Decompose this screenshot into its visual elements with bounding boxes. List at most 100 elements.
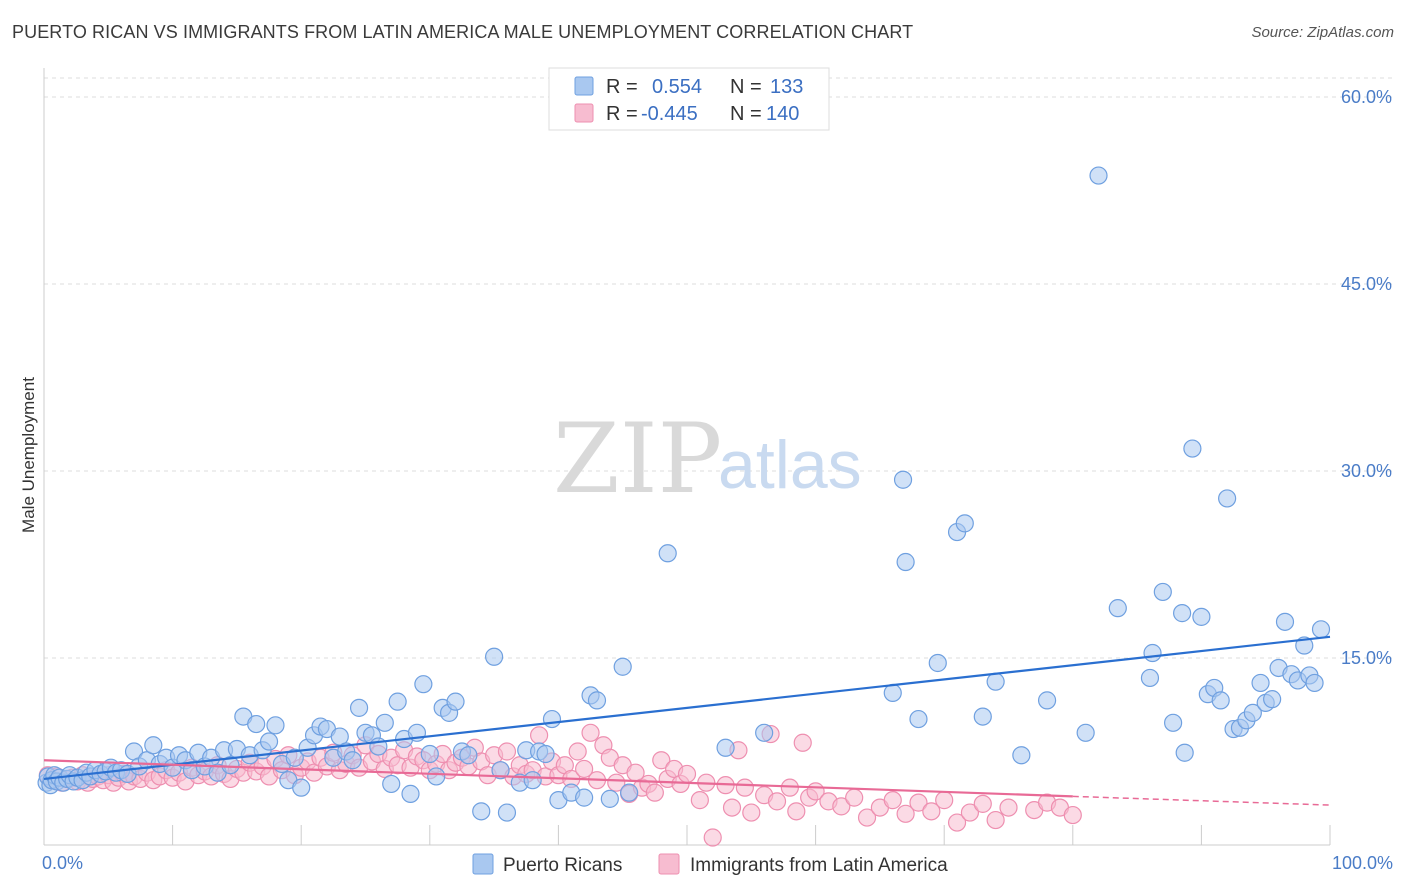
series-immigrants-points	[38, 723, 1082, 847]
legend-r-label: R =	[606, 103, 638, 125]
trend-lines	[43, 635, 1331, 806]
data-point-puerto-ricans	[542, 709, 562, 729]
data-point-puerto-ricans	[1108, 599, 1127, 618]
data-point-puerto-ricans	[259, 732, 279, 751]
x-tick-labels: 0.0% 100.0%	[42, 853, 1393, 873]
data-point-puerto-ricans	[1089, 166, 1108, 185]
data-point-immigrants	[909, 793, 928, 812]
data-point-puerto-ricans	[1153, 582, 1172, 602]
data-point-puerto-ricans	[414, 675, 433, 694]
data-point-immigrants	[575, 759, 594, 779]
series-legend-swatch-immigrants	[658, 853, 680, 875]
data-point-puerto-ricans	[896, 552, 915, 572]
data-point-puerto-ricans	[1305, 673, 1324, 693]
data-point-puerto-ricans	[1275, 612, 1295, 631]
data-point-immigrants	[922, 802, 941, 821]
data-point-immigrants	[935, 791, 954, 810]
data-point-puerto-ricans	[1183, 439, 1202, 458]
data-point-immigrants	[645, 783, 664, 802]
data-point-puerto-ricans	[1143, 643, 1162, 663]
legend-box	[548, 67, 830, 131]
data-point-immigrants	[857, 808, 877, 827]
data-point-puerto-ricans	[427, 767, 446, 786]
data-point-puerto-ricans	[1140, 668, 1160, 688]
correlation-legend: R = 0.554 N = 133 R = -0.445 N = 140	[548, 67, 830, 131]
y-tick-label: 60.0%	[1341, 87, 1392, 107]
data-point-immigrants	[973, 794, 992, 813]
data-point-immigrants	[767, 792, 787, 811]
data-point-puerto-ricans	[388, 692, 407, 711]
data-point-puerto-ricans	[536, 744, 555, 764]
data-point-immigrants	[845, 788, 864, 807]
data-point-puerto-ricans	[755, 723, 774, 742]
data-point-puerto-ricans	[1012, 746, 1031, 765]
data-point-immigrants	[999, 798, 1018, 817]
data-point-puerto-ricans	[330, 727, 349, 746]
data-point-puerto-ricans	[446, 692, 465, 711]
data-point-puerto-ricans	[401, 784, 420, 803]
y-tick-label: 15.0%	[1341, 648, 1392, 668]
data-point-immigrants	[832, 797, 851, 816]
legend-n-label: N =	[730, 76, 762, 98]
data-point-immigrants	[703, 828, 722, 847]
data-point-puerto-ricans	[1263, 690, 1282, 709]
data-point-puerto-ricans	[144, 736, 163, 755]
data-point-puerto-ricans	[497, 803, 517, 822]
legend-n-label: N =	[730, 103, 762, 125]
legend-swatch-pink	[574, 103, 594, 123]
data-point-puerto-ricans	[485, 647, 504, 666]
data-point-puerto-ricans	[343, 751, 362, 770]
data-point-immigrants	[960, 803, 980, 822]
data-point-puerto-ricans	[472, 802, 491, 821]
series-legend-label-immigrants: Immigrants from Latin America	[690, 855, 948, 876]
data-point-puerto-ricans	[1175, 743, 1194, 762]
data-point-puerto-ricans	[973, 707, 992, 726]
data-point-puerto-ricans	[1295, 636, 1314, 655]
watermark-zip: ZIP	[553, 403, 722, 515]
data-point-puerto-ricans	[349, 698, 369, 717]
data-point-puerto-ricans	[613, 657, 632, 676]
data-point-puerto-ricans	[459, 746, 478, 765]
data-point-puerto-ricans	[491, 761, 510, 780]
legend-r-value: -0.445	[641, 103, 698, 125]
data-point-immigrants	[652, 751, 671, 770]
data-point-puerto-ricans	[955, 514, 974, 533]
trend-line-immigrants-extrapolated	[1072, 795, 1331, 806]
data-point-puerto-ricans	[1173, 604, 1192, 623]
data-point-puerto-ricans	[587, 691, 607, 710]
series-legend: Puerto Ricans Immigrants from Latin Amer…	[472, 853, 948, 876]
watermark-atlas: atlas	[718, 427, 862, 503]
data-point-puerto-ricans	[893, 470, 913, 489]
legend-n-value: 140	[766, 103, 799, 125]
data-point-immigrants	[677, 764, 697, 784]
data-point-immigrants	[947, 813, 967, 832]
data-point-puerto-ricans	[928, 653, 947, 673]
data-point-puerto-ricans	[292, 778, 311, 797]
chart-title: PUERTO RICAN VS IMMIGRANTS FROM LATIN AM…	[12, 22, 914, 42]
series-legend-swatch-puerto-ricans	[472, 853, 494, 875]
data-point-immigrants	[530, 726, 549, 745]
data-point-immigrants	[735, 778, 754, 797]
y-tick-labels: 15.0% 30.0% 45.0% 60.0%	[1341, 87, 1392, 668]
y-axis-label: Male Unemployment	[19, 377, 38, 533]
x-tick-label: 0.0%	[42, 853, 83, 873]
data-point-puerto-ricans	[620, 783, 639, 802]
data-point-immigrants	[497, 742, 517, 761]
legend-r-value: 0.554	[652, 76, 702, 98]
data-point-puerto-ricans	[1037, 691, 1057, 710]
series-legend-label-puerto-ricans: Puerto Ricans	[503, 855, 622, 876]
data-point-immigrants	[787, 802, 806, 821]
data-point-immigrants	[883, 791, 902, 810]
data-point-puerto-ricans	[266, 716, 285, 735]
data-point-puerto-ricans	[247, 714, 266, 734]
data-point-puerto-ricans	[716, 738, 735, 757]
data-point-puerto-ricans	[1076, 723, 1095, 742]
trend-line-puerto-ricans	[43, 635, 1331, 781]
data-point-immigrants	[607, 773, 626, 792]
y-tick-label: 30.0%	[1341, 461, 1392, 481]
data-point-immigrants	[896, 804, 915, 823]
data-point-puerto-ricans	[600, 789, 619, 808]
data-point-puerto-ricans	[523, 771, 542, 790]
data-point-immigrants	[690, 791, 709, 810]
data-point-immigrants	[568, 742, 587, 761]
